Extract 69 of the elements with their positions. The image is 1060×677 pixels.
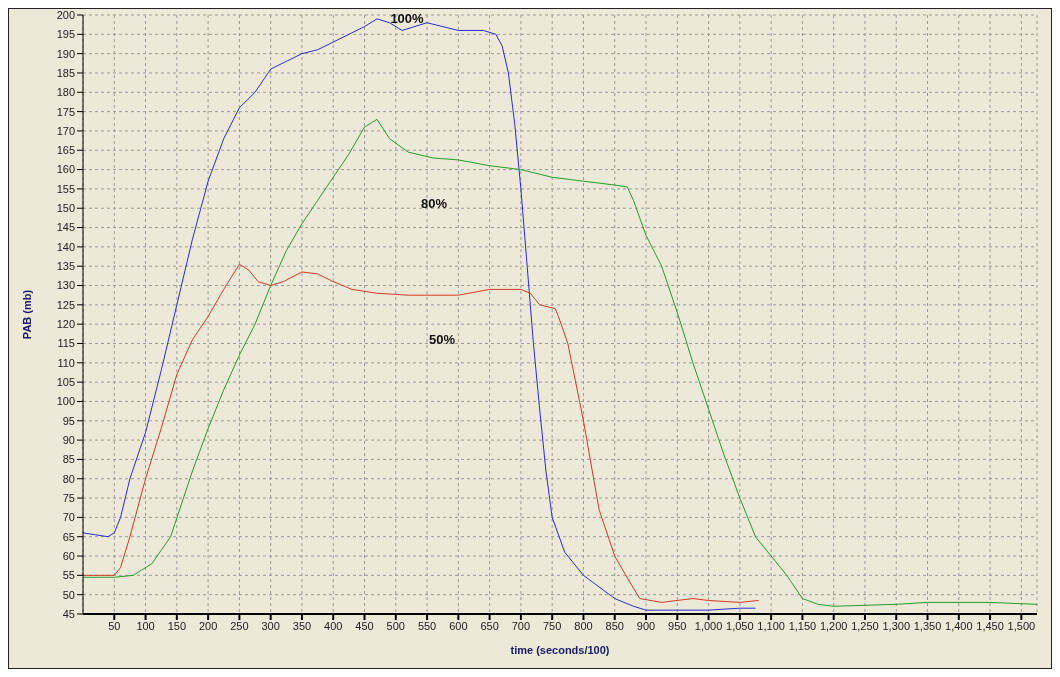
x-tick-label: 1,450 xyxy=(976,619,1004,632)
y-tick-label: 55 xyxy=(62,569,75,582)
x-tick-label: 950 xyxy=(668,619,687,632)
line-series xyxy=(83,118,1037,607)
x-tick-label: 1,150 xyxy=(788,619,817,632)
x-tick-label: 200 xyxy=(198,619,218,632)
x-tick-label: 1,400 xyxy=(945,619,973,632)
y-tick-label: 185 xyxy=(56,66,75,79)
y-tick-label: 90 xyxy=(62,434,75,446)
x-tick-label: 700 xyxy=(511,619,531,632)
x-tick-label: 1,350 xyxy=(913,619,942,632)
x-tick-label: 300 xyxy=(261,619,280,632)
y-tick-label: 105 xyxy=(56,376,75,389)
x-tick-label: 1,050 xyxy=(726,619,754,632)
y-tick-label: 180 xyxy=(56,86,75,99)
x-tick-label: 750 xyxy=(543,619,562,632)
x-tick-label: 550 xyxy=(417,619,437,632)
y-tick-label: 100 xyxy=(56,395,75,408)
y-tick-label: 110 xyxy=(57,356,75,369)
x-tick-label: 800 xyxy=(574,619,593,632)
y-tick-label: 150 xyxy=(56,202,75,215)
y-axis-title: PAB (mb) xyxy=(20,289,33,340)
y-tick-label: 60 xyxy=(62,549,75,562)
x-tick-label: 450 xyxy=(355,619,374,632)
y-tick-label: 130 xyxy=(56,279,75,292)
x-tick-label: 1,100 xyxy=(757,619,785,632)
y-tick-label: 80 xyxy=(62,472,75,485)
x-tick-label: 1,000 xyxy=(694,619,723,632)
x-tick-label: 1,250 xyxy=(851,619,879,632)
y-tick-label: 155 xyxy=(56,182,75,195)
x-tick-label: 1,200 xyxy=(819,619,848,632)
y-tick-label: 140 xyxy=(56,240,75,253)
y-tick-label: 175 xyxy=(56,105,75,118)
y-tick-label: 195 xyxy=(56,28,75,41)
x-axis-title: time (seconds/100) xyxy=(510,644,610,656)
y-tick-label: 85 xyxy=(62,453,75,466)
y-tick-label: 65 xyxy=(62,530,75,543)
x-tick-label: 350 xyxy=(292,619,312,632)
x-tick-label: 650 xyxy=(480,619,499,632)
y-tick-label: 190 xyxy=(56,47,75,60)
y-tick-label: 95 xyxy=(62,414,75,427)
y-tick-label: 70 xyxy=(62,511,75,524)
y-tick-label: 160 xyxy=(56,163,75,176)
y-tick-label: 145 xyxy=(56,221,75,234)
x-tick-label: 900 xyxy=(636,619,656,632)
annotation: 80% xyxy=(420,195,448,211)
x-tick-label: 50 xyxy=(108,619,121,632)
y-tick-label: 125 xyxy=(56,298,75,311)
x-tick-label: 400 xyxy=(324,619,343,632)
y-tick-label: 75 xyxy=(62,491,75,504)
y-tick-label: 50 xyxy=(62,588,75,601)
y-tick-label: 200 xyxy=(56,8,75,21)
line-series xyxy=(83,263,760,603)
x-tick-label: 150 xyxy=(167,619,187,632)
x-tick-label: 1,500 xyxy=(1007,619,1036,632)
annotation: 50% xyxy=(428,331,456,347)
x-tick-label: 1,300 xyxy=(882,619,911,632)
y-tick-label: 165 xyxy=(56,144,75,157)
x-tick-label: 250 xyxy=(230,619,249,632)
x-tick-label: 600 xyxy=(449,619,468,632)
annotation: 100% xyxy=(390,10,425,26)
y-tick-label: 45 xyxy=(62,607,75,620)
x-tick-label: 500 xyxy=(386,619,405,632)
y-tick-label: 170 xyxy=(56,124,75,137)
y-tick-label: 115 xyxy=(57,337,75,350)
y-tick-label: 120 xyxy=(56,318,75,331)
x-tick-label: 100 xyxy=(136,619,155,632)
x-tick-label: 850 xyxy=(605,619,624,632)
y-tick-label: 135 xyxy=(56,260,75,273)
